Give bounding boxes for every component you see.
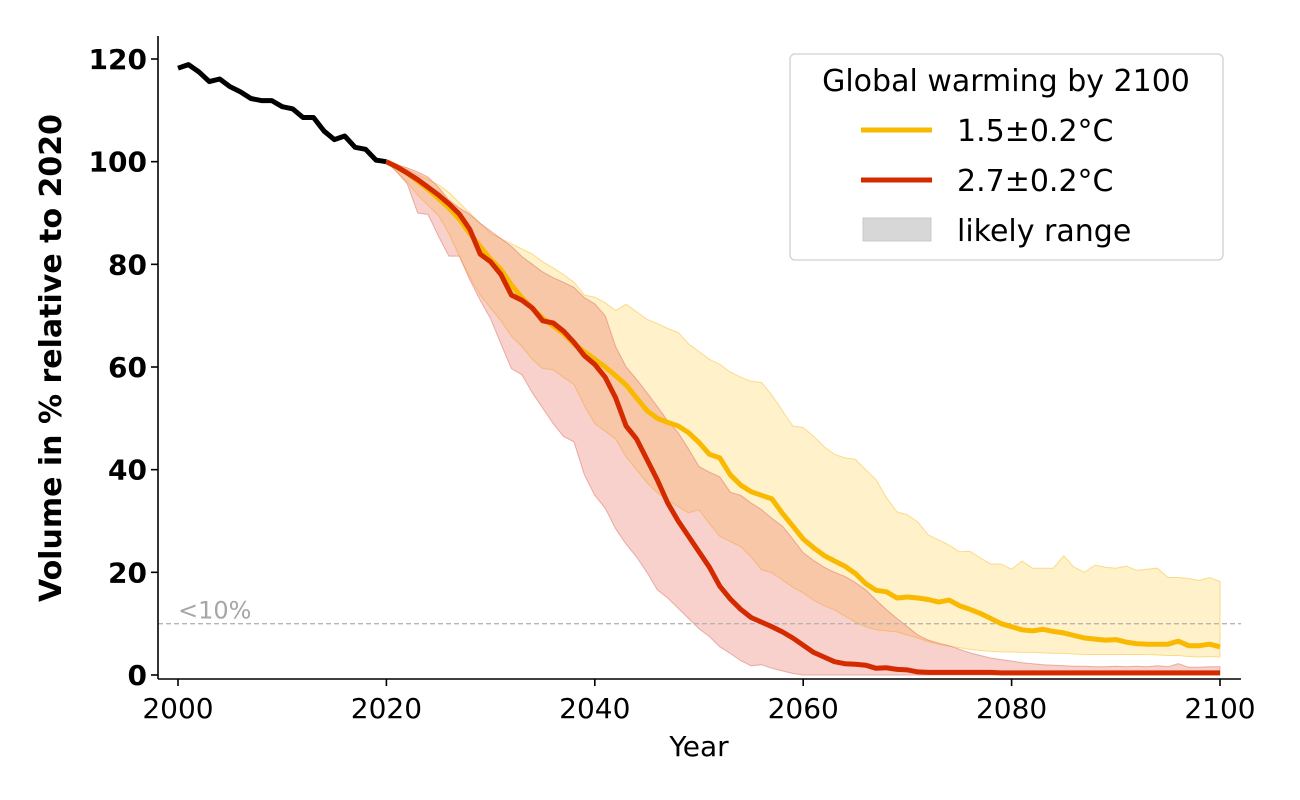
y-ticks: 0 20 40 60 80 100 120 bbox=[89, 43, 158, 692]
y-tick-label: 60 bbox=[108, 351, 147, 384]
legend-label-1-5c: 1.5±0.2°C bbox=[957, 114, 1114, 149]
x-tick-label: 2060 bbox=[768, 692, 839, 725]
legend-label-likely-range: likely range bbox=[957, 214, 1131, 249]
legend-title: Global warming by 2100 bbox=[822, 64, 1190, 99]
y-tick-label: 120 bbox=[89, 43, 147, 76]
series-lines bbox=[177, 62, 1221, 676]
y-tick-label: 80 bbox=[108, 248, 147, 281]
legend-swatch-likely-range bbox=[862, 217, 932, 242]
legend: Global warming by 2100 1.5±0.2°C 2.7±0.2… bbox=[789, 53, 1224, 261]
series-line-2-7-0-2-c bbox=[385, 159, 1220, 676]
x-tick-label: 2020 bbox=[351, 692, 422, 725]
y-tick-label: 0 bbox=[128, 659, 147, 692]
y-axis-title: Volume in % relative to 2020 bbox=[34, 114, 69, 602]
x-tick-label: 2080 bbox=[976, 692, 1047, 725]
y-tick-label: 20 bbox=[108, 556, 147, 589]
x-tick-label: 2040 bbox=[559, 692, 630, 725]
x-axis-title: Year bbox=[668, 730, 729, 763]
y-tick-label: 100 bbox=[89, 146, 147, 179]
historical-line bbox=[177, 62, 387, 165]
legend-label-2-7c: 2.7±0.2°C bbox=[957, 164, 1114, 199]
x-tick-label: 2000 bbox=[142, 692, 213, 725]
reference-line-label: <10% bbox=[178, 597, 251, 625]
y-tick-label: 40 bbox=[108, 454, 147, 487]
x-tick-label: 2100 bbox=[1184, 692, 1255, 725]
legend-frame bbox=[789, 53, 1224, 261]
x-ticks: 2000 2020 2040 2060 2080 2100 bbox=[142, 679, 1256, 725]
